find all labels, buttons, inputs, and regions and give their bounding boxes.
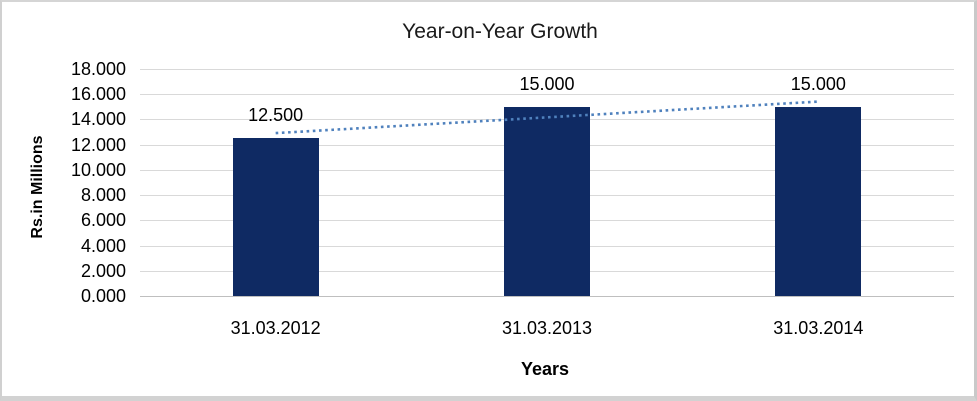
- trendline[interactable]: [140, 69, 954, 296]
- data-label: 15.000: [790, 73, 846, 94]
- plot-area: 12.500 15.000 15.000: [140, 69, 954, 297]
- y-tick-label: 10.000: [70, 159, 126, 180]
- x-axis-line: [140, 296, 954, 297]
- y-tick-label: 4.000: [80, 235, 126, 256]
- bar-31.03.2014[interactable]: [775, 106, 862, 296]
- y-tick-label: 2.000: [80, 260, 126, 281]
- y-tick-label: 18.000: [70, 59, 126, 79]
- chart-title: Year-on-Year Growth: [402, 20, 598, 43]
- x-tick-label: 31.03.2012: [230, 318, 321, 338]
- gridline: [140, 94, 954, 96]
- y-tick-label: 14.000: [70, 109, 126, 130]
- data-label: 12.500: [248, 105, 304, 126]
- x-tick-label: 31.03.2014: [773, 318, 864, 338]
- trendline-segment[interactable]: [275, 100, 819, 135]
- y-tick-label: 6.000: [80, 210, 126, 231]
- bar-31.03.2013[interactable]: [504, 106, 590, 296]
- gridline: [140, 69, 954, 70]
- y-tick-label: 16.000: [70, 84, 126, 105]
- y-tick-label: 12.000: [70, 134, 126, 155]
- y-tick-label: 0.000: [80, 286, 126, 306]
- x-tick-label: 31.03.2013: [501, 318, 593, 338]
- bar-31.03.2012[interactable]: [232, 138, 319, 296]
- x-axis-title: Years: [520, 359, 570, 379]
- y-tick-label: 8.000: [80, 185, 126, 206]
- data-label: 15.000: [519, 73, 575, 94]
